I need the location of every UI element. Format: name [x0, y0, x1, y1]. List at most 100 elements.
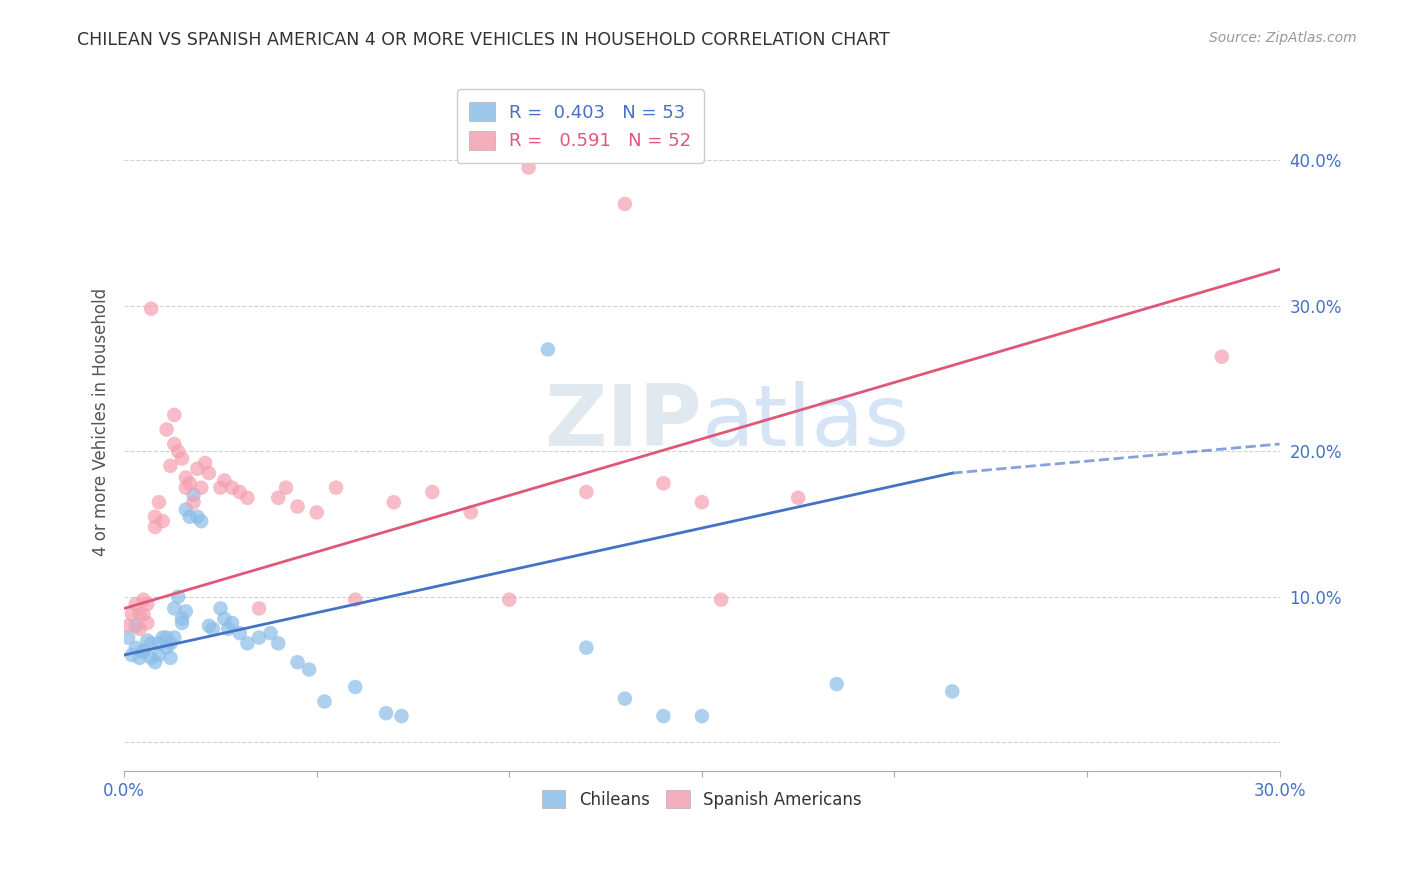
Point — [143, 520, 166, 534]
Point — [247, 631, 270, 645]
Legend: Chileans, Spanish Americans: Chileans, Spanish Americans — [536, 783, 869, 815]
Point — [163, 408, 186, 422]
Point — [194, 456, 217, 470]
Point — [186, 461, 208, 475]
Point — [217, 622, 239, 636]
Point — [136, 633, 159, 648]
Point — [132, 607, 155, 622]
Point — [148, 495, 170, 509]
Point — [170, 612, 193, 626]
Point — [209, 481, 232, 495]
Y-axis label: 4 or more Vehicles in Household: 4 or more Vehicles in Household — [93, 288, 110, 557]
Point — [305, 505, 328, 519]
Point — [247, 601, 270, 615]
Point — [498, 592, 520, 607]
Point — [221, 481, 243, 495]
Point — [259, 626, 281, 640]
Point — [121, 648, 143, 662]
Point — [141, 651, 163, 665]
Point — [1211, 350, 1233, 364]
Point — [174, 502, 197, 516]
Point — [575, 485, 598, 500]
Point — [183, 495, 205, 509]
Point — [690, 709, 713, 723]
Point — [198, 466, 221, 480]
Text: CHILEAN VS SPANISH AMERICAN 4 OR MORE VEHICLES IN HOUSEHOLD CORRELATION CHART: CHILEAN VS SPANISH AMERICAN 4 OR MORE VE… — [77, 31, 890, 49]
Point — [391, 709, 413, 723]
Point — [575, 640, 598, 655]
Point — [613, 691, 636, 706]
Point — [298, 663, 321, 677]
Point — [186, 509, 208, 524]
Text: atlas: atlas — [702, 381, 910, 464]
Point — [167, 444, 190, 458]
Point — [117, 631, 139, 645]
Point — [170, 615, 193, 630]
Point — [159, 651, 181, 665]
Point — [652, 476, 675, 491]
Point — [128, 651, 150, 665]
Point — [143, 509, 166, 524]
Point — [125, 619, 148, 633]
Point — [344, 592, 367, 607]
Point — [214, 612, 236, 626]
Point — [787, 491, 810, 505]
Point — [117, 619, 139, 633]
Point — [198, 619, 221, 633]
Point — [537, 343, 560, 357]
Point — [132, 643, 155, 657]
Point — [190, 514, 212, 528]
Point — [141, 301, 163, 316]
Point — [152, 514, 174, 528]
Point — [460, 505, 482, 519]
Point — [163, 631, 186, 645]
Point — [287, 655, 309, 669]
Point — [121, 607, 143, 622]
Point — [314, 694, 336, 708]
Point — [221, 615, 243, 630]
Point — [125, 640, 148, 655]
Point — [132, 592, 155, 607]
Point — [143, 655, 166, 669]
Point — [517, 161, 540, 175]
Point — [125, 597, 148, 611]
Text: ZIP: ZIP — [544, 381, 702, 464]
Point — [236, 491, 259, 505]
Point — [179, 476, 201, 491]
Point — [229, 626, 252, 640]
Point — [214, 474, 236, 488]
Point — [344, 680, 367, 694]
Point — [174, 604, 197, 618]
Point — [183, 488, 205, 502]
Point — [229, 485, 252, 500]
Point — [174, 470, 197, 484]
Point — [155, 422, 177, 436]
Point — [163, 437, 186, 451]
Point — [136, 597, 159, 611]
Point — [132, 645, 155, 659]
Point — [159, 458, 181, 473]
Point — [148, 636, 170, 650]
Point — [136, 615, 159, 630]
Point — [155, 631, 177, 645]
Point — [325, 481, 347, 495]
Point — [128, 607, 150, 622]
Point — [152, 631, 174, 645]
Point — [179, 509, 201, 524]
Point — [209, 601, 232, 615]
Point — [613, 197, 636, 211]
Text: Source: ZipAtlas.com: Source: ZipAtlas.com — [1209, 31, 1357, 45]
Point — [201, 622, 224, 636]
Point — [148, 648, 170, 662]
Point — [652, 709, 675, 723]
Point — [155, 640, 177, 655]
Point — [420, 485, 443, 500]
Point — [174, 481, 197, 495]
Point — [375, 706, 398, 721]
Point — [236, 636, 259, 650]
Point — [287, 500, 309, 514]
Point — [141, 636, 163, 650]
Point — [163, 601, 186, 615]
Point — [170, 451, 193, 466]
Point — [690, 495, 713, 509]
